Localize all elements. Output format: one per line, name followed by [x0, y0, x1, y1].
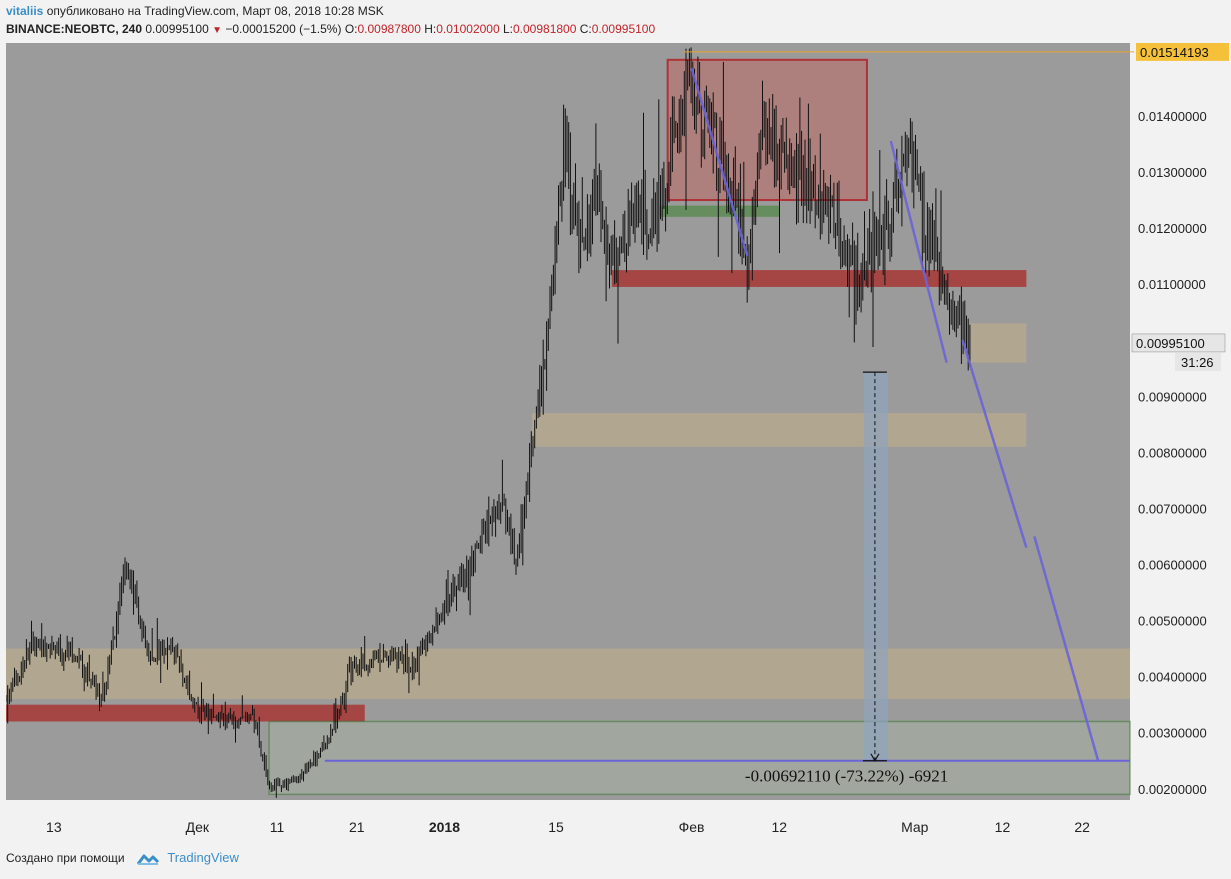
close-label: C:: [579, 22, 592, 36]
publish-info: vitaliis опубликовано на TradingView.com…: [6, 4, 384, 18]
y-tick-label: 0.00300000: [1138, 726, 1207, 741]
x-tick-label: 13: [46, 819, 62, 835]
x-tick-label: 22: [1074, 819, 1090, 835]
y-tick-label: 0.00400000: [1138, 670, 1207, 685]
x-tick-label: Фев: [679, 819, 705, 835]
x-tick-label: 12: [771, 819, 787, 835]
high-label: H:: [424, 22, 437, 36]
x-tick-label: Дек: [186, 819, 210, 835]
y-tick-label: 0.00700000: [1138, 501, 1207, 516]
chart-svg[interactable]: -0.00692110 (-73.22%) -6921 0.01514193 0.0…: [6, 43, 1231, 843]
zone-support-4: [970, 323, 1027, 363]
y-tick-label: 0.00500000: [1138, 614, 1207, 629]
tradingview-link[interactable]: TradingView: [167, 850, 239, 865]
down-triangle-icon: ▼: [212, 25, 223, 36]
zone-green-5: [659, 205, 780, 217]
footer: Создано при помощи TradingView: [6, 850, 239, 866]
zone-target-6: [268, 720, 1131, 796]
open-value: 0.00987800: [357, 22, 421, 36]
symbol-label: BINANCE:NEOBTC, 240: [6, 22, 143, 36]
price-axis-background: [1130, 43, 1231, 843]
x-tick-label: 11: [270, 819, 285, 835]
trend-line-1: [889, 140, 948, 363]
y-tick-label: 0.01300000: [1138, 165, 1207, 180]
high-value: 0.01002000: [436, 22, 500, 36]
countdown-tag: [1175, 352, 1221, 371]
zone-resistance-1: [611, 270, 1027, 287]
y-tick-label: 0.01400000: [1138, 109, 1207, 124]
price-chart[interactable]: -0.00692110 (-73.22%) -6921 0.01514193 0.0…: [6, 43, 1231, 843]
close-value: 0.00995100: [591, 22, 656, 36]
marked-price-tag: [1136, 43, 1229, 61]
symbol-legend: BINANCE:NEOBTC, 240 0.00995100 ▼ −0.0001…: [6, 22, 655, 36]
last-price: 0.00995100: [145, 22, 209, 36]
trend-line-2: [961, 339, 1028, 549]
measure-band: [863, 372, 888, 761]
zone-support-3: [532, 413, 1027, 447]
y-tick-label: 0.01200000: [1138, 221, 1207, 236]
open-label: O:: [344, 22, 358, 36]
price-change: −0.00015200 (−1.5%): [225, 22, 342, 36]
zone-resistance-0: [6, 704, 365, 722]
author-name[interactable]: vitaliis: [6, 4, 44, 18]
low-label: L:: [502, 22, 513, 36]
measure-arrow-icon: [870, 753, 880, 762]
y-tick-label: 0.00800000: [1138, 445, 1207, 460]
created-with-text: Создано при помощи: [6, 851, 125, 865]
x-tick-label: 12: [995, 819, 1011, 835]
x-tick-label: 2018: [429, 819, 460, 835]
low-value: 0.00981800: [513, 22, 577, 36]
y-tick-label: 0.00200000: [1138, 782, 1207, 797]
x-tick-label: 15: [548, 819, 564, 835]
y-tick-label: 0.00600000: [1138, 557, 1207, 572]
y-tick-label: 0.01100000: [1138, 277, 1206, 292]
marked-price-label: 0.01514193: [1140, 45, 1209, 60]
measure-label: -0.00692110 (-73.22%) -6921: [745, 767, 948, 786]
last-price-tag: [1131, 333, 1226, 353]
x-tick-label: 21: [349, 819, 365, 835]
zone-support-2: [6, 648, 1130, 700]
trend-line-0: [690, 67, 749, 257]
published-text: опубликовано на TradingView.com, Март 08…: [43, 4, 384, 18]
trend-line-3: [1033, 536, 1100, 762]
countdown-label: 31:26: [1181, 355, 1214, 370]
x-tick-label: Мар: [901, 819, 929, 835]
last-price-label: 0.00995100: [1136, 336, 1205, 351]
time-axis-background: [6, 800, 1130, 843]
y-tick-label: 0.00900000: [1138, 389, 1207, 404]
tradingview-logo-icon: [136, 854, 160, 865]
